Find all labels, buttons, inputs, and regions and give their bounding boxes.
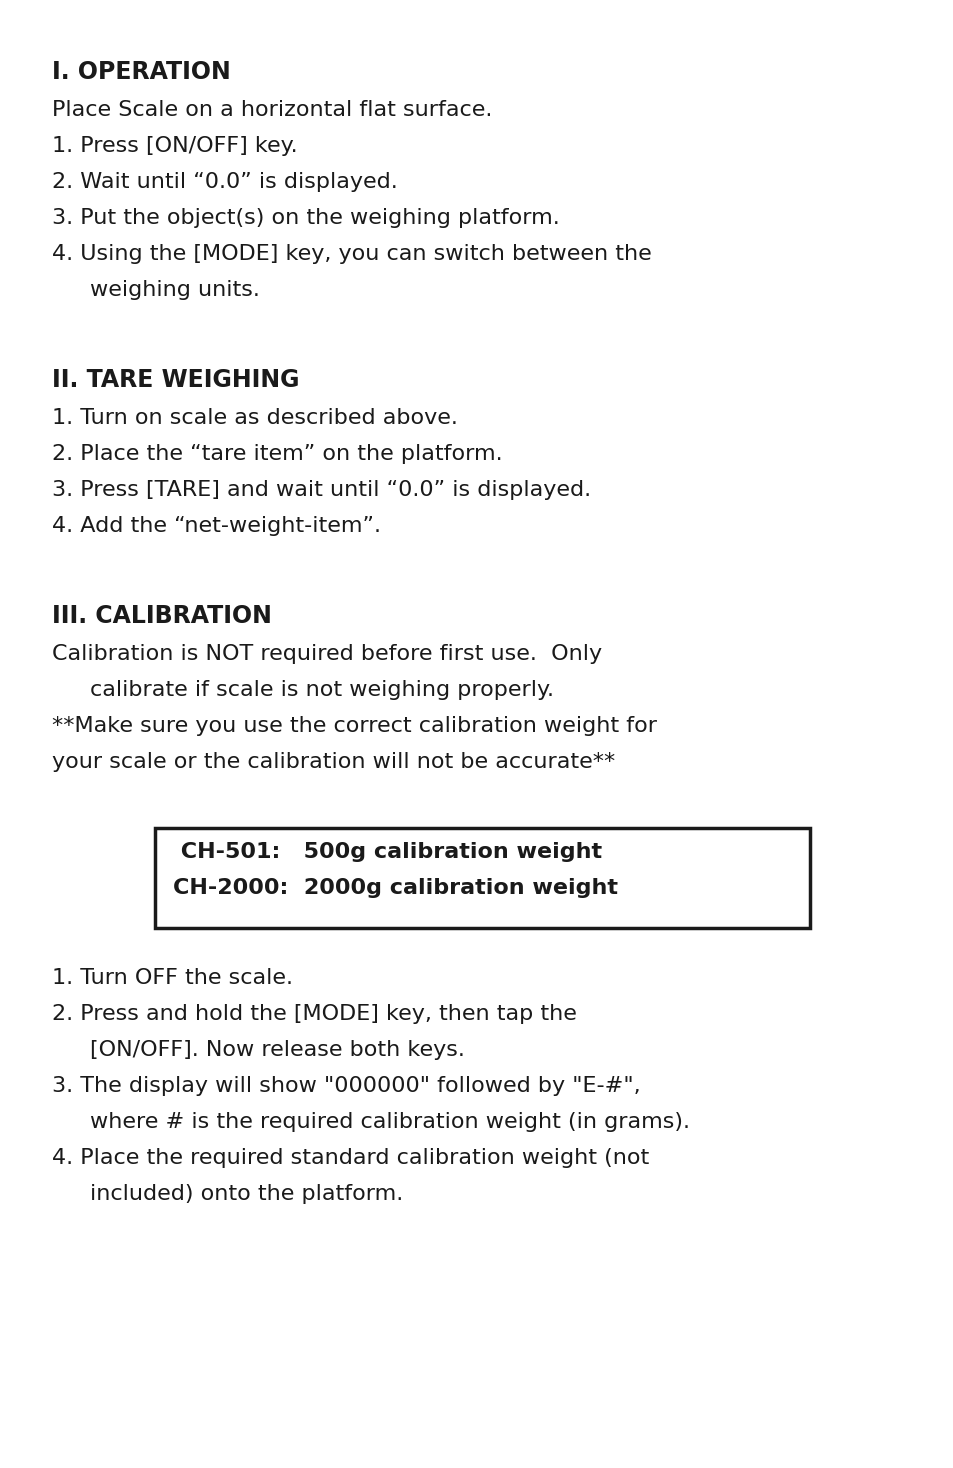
Text: where # is the required calibration weight (in grams).: where # is the required calibration weig… bbox=[90, 1111, 689, 1132]
Text: I. OPERATION: I. OPERATION bbox=[52, 60, 231, 84]
Text: 3. Press [TARE] and wait until “0.0” is displayed.: 3. Press [TARE] and wait until “0.0” is … bbox=[52, 480, 591, 501]
Text: calibrate if scale is not weighing properly.: calibrate if scale is not weighing prope… bbox=[90, 680, 554, 700]
Text: 4. Using the [MODE] key, you can switch between the: 4. Using the [MODE] key, you can switch … bbox=[52, 244, 651, 264]
Text: 4. Add the “net-weight-item”.: 4. Add the “net-weight-item”. bbox=[52, 515, 380, 536]
Text: [ON/OFF]. Now release both keys.: [ON/OFF]. Now release both keys. bbox=[90, 1039, 464, 1060]
Text: 2. Wait until “0.0” is displayed.: 2. Wait until “0.0” is displayed. bbox=[52, 172, 397, 192]
Text: your scale or the calibration will not be accurate**: your scale or the calibration will not b… bbox=[52, 752, 615, 772]
Text: II. TARE WEIGHING: II. TARE WEIGHING bbox=[52, 368, 299, 392]
Text: III. CALIBRATION: III. CALIBRATION bbox=[52, 603, 272, 628]
Text: 1. Turn on scale as described above.: 1. Turn on scale as described above. bbox=[52, 408, 457, 429]
Text: 2. Press and hold the [MODE] key, then tap the: 2. Press and hold the [MODE] key, then t… bbox=[52, 1004, 577, 1025]
Text: 2. Place the “tare item” on the platform.: 2. Place the “tare item” on the platform… bbox=[52, 443, 502, 464]
Text: included) onto the platform.: included) onto the platform. bbox=[90, 1185, 403, 1204]
Text: **Make sure you use the correct calibration weight for: **Make sure you use the correct calibrat… bbox=[52, 716, 657, 735]
Text: 1. Press [ON/OFF] key.: 1. Press [ON/OFF] key. bbox=[52, 137, 297, 156]
Text: CH-2000:  2000g calibration weight: CH-2000: 2000g calibration weight bbox=[172, 878, 618, 898]
Text: weighing units.: weighing units. bbox=[90, 280, 259, 299]
Text: 4. Place the required standard calibration weight (not: 4. Place the required standard calibrati… bbox=[52, 1148, 649, 1169]
Text: 3. Put the object(s) on the weighing platform.: 3. Put the object(s) on the weighing pla… bbox=[52, 208, 559, 228]
Text: 3. The display will show "000000" followed by "E-#",: 3. The display will show "000000" follow… bbox=[52, 1076, 640, 1097]
Text: Place Scale on a horizontal flat surface.: Place Scale on a horizontal flat surface… bbox=[52, 100, 492, 120]
Text: CH-501:   500g calibration weight: CH-501: 500g calibration weight bbox=[172, 843, 601, 862]
Text: Calibration is NOT required before first use.  Only: Calibration is NOT required before first… bbox=[52, 644, 601, 664]
Text: 1. Turn OFF the scale.: 1. Turn OFF the scale. bbox=[52, 967, 293, 988]
Bar bbox=[154, 828, 809, 928]
